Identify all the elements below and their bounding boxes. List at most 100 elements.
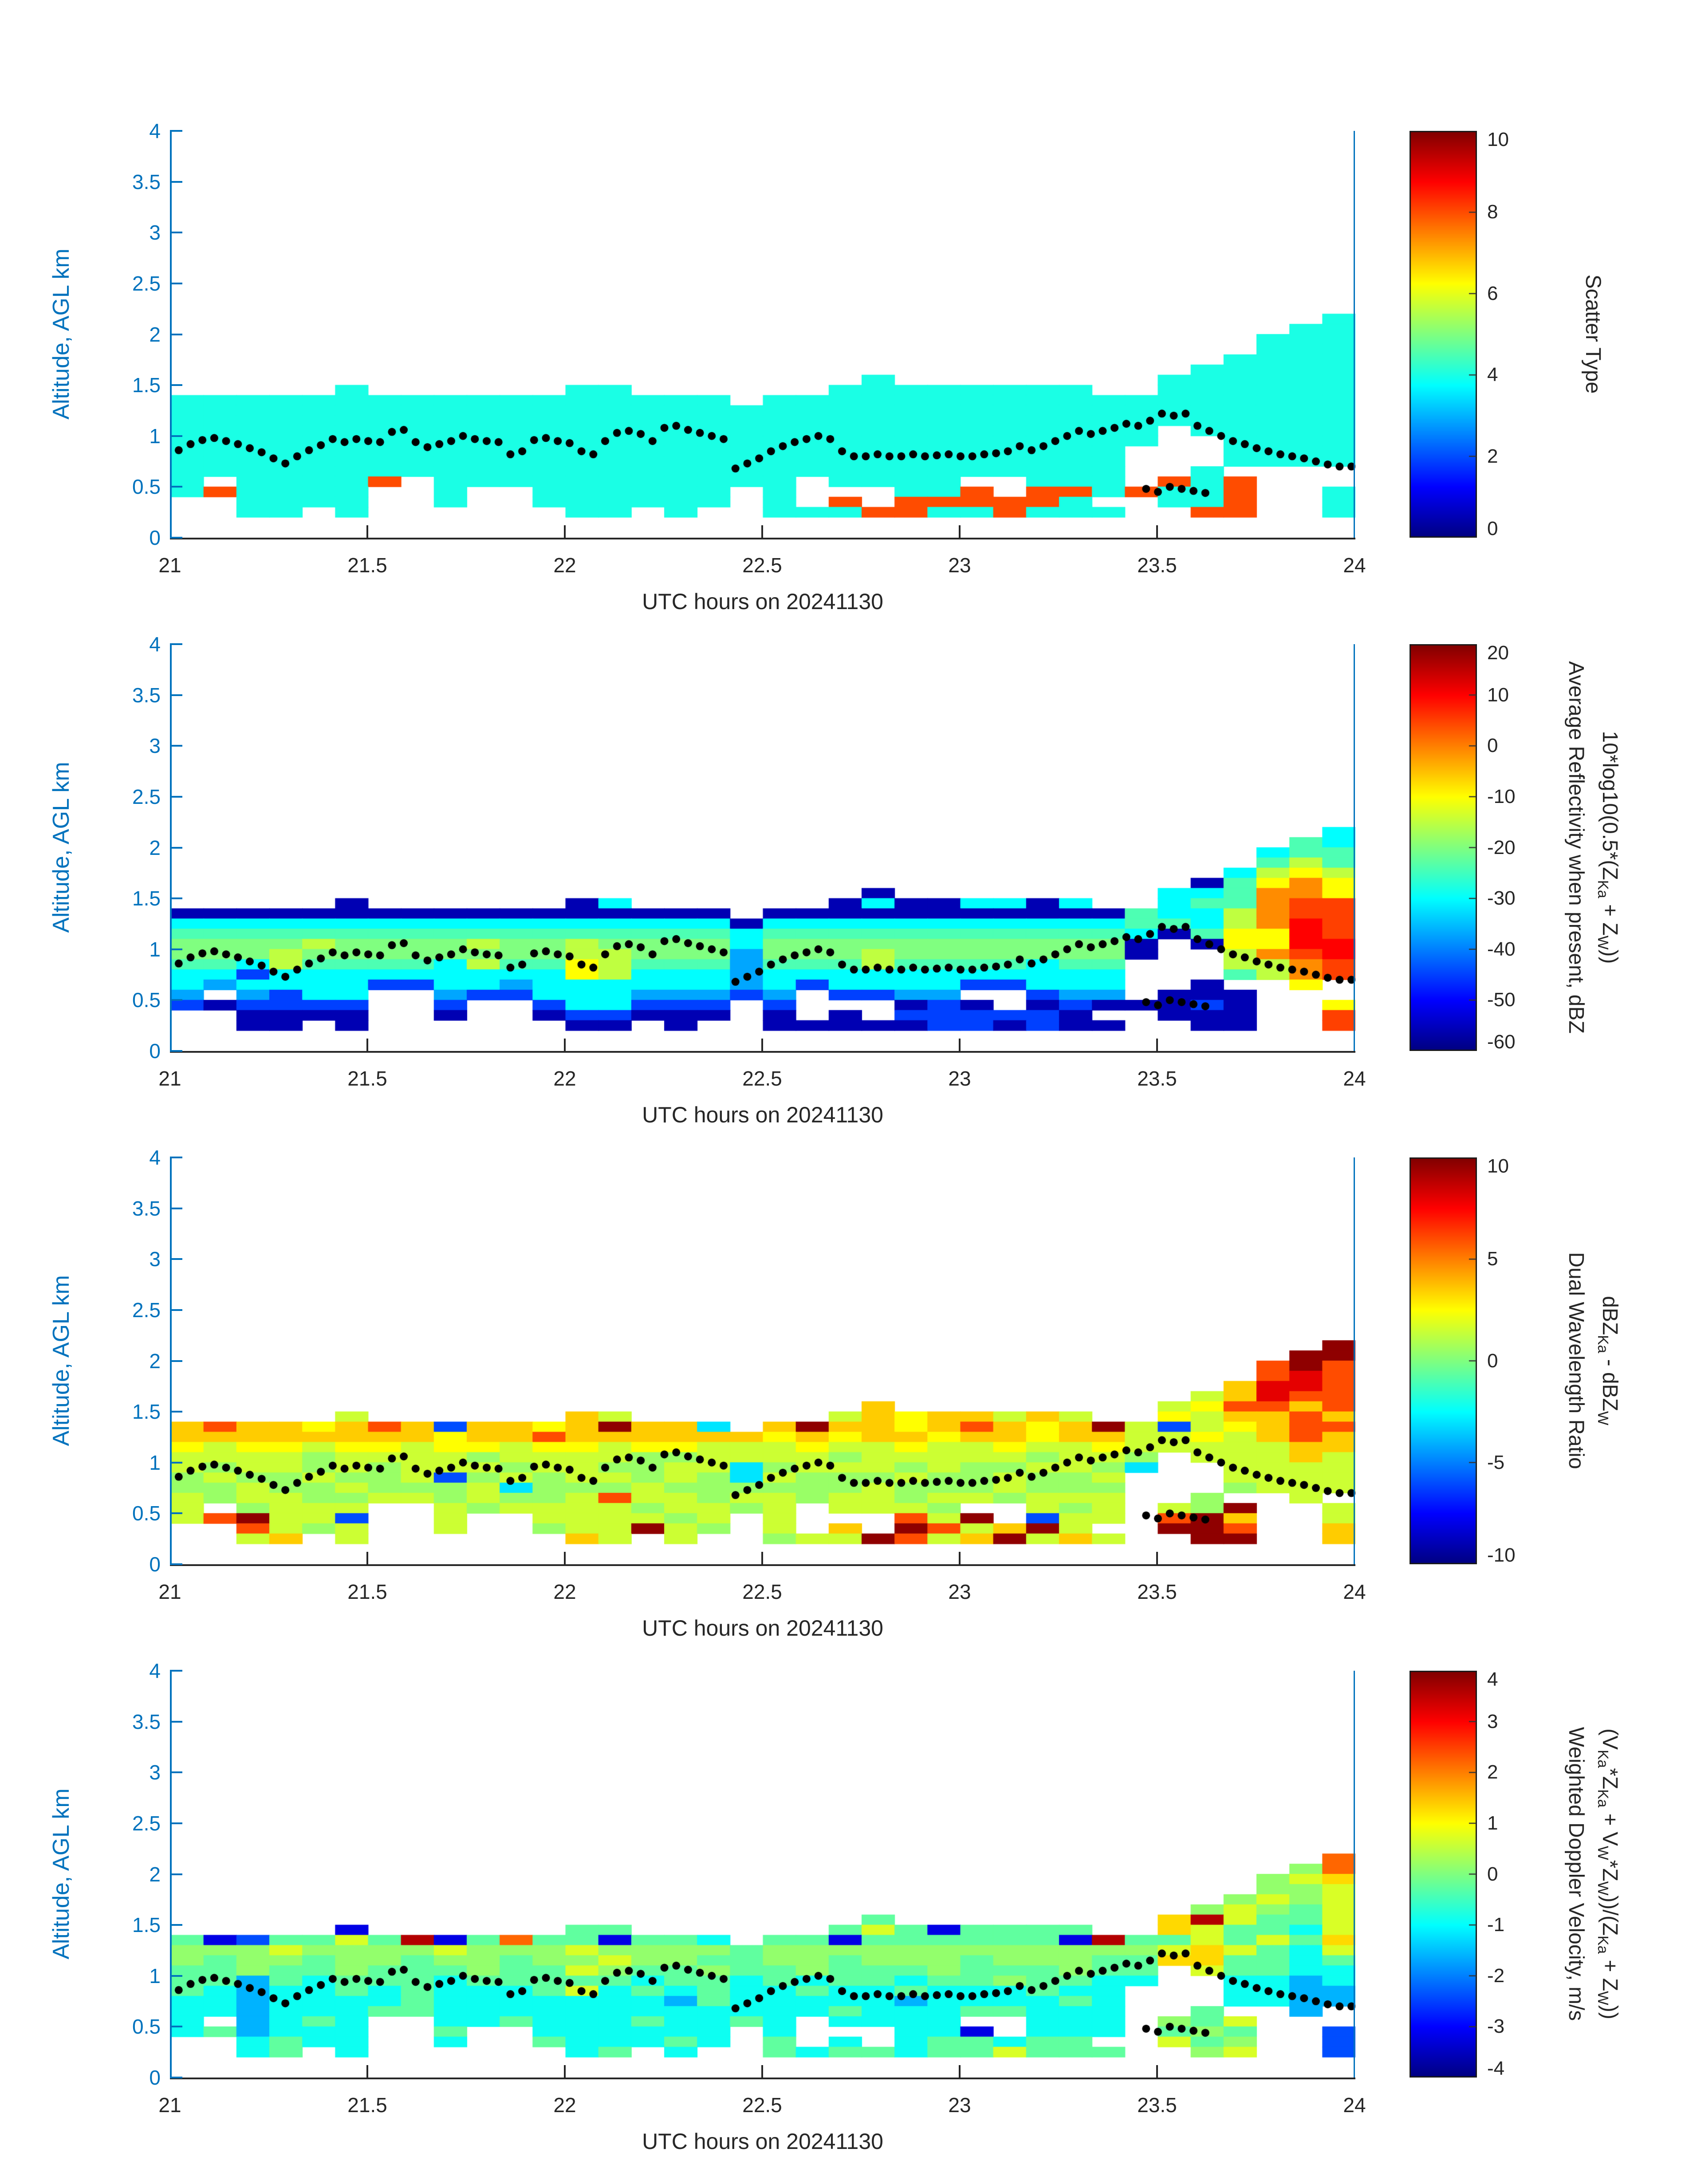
y-tick-label: 2 — [149, 1862, 161, 1886]
colorbar-tick-label: 3 — [1487, 1710, 1498, 1732]
x-tick-label: 23.5 — [1137, 554, 1177, 577]
x-tick-mark — [564, 2065, 566, 2078]
y-tick-label: 0 — [149, 1039, 161, 1062]
y-tick-mark — [170, 694, 182, 696]
y-tick-label: 4 — [149, 1659, 161, 1682]
y-tick-label: 1 — [149, 424, 161, 448]
colorbar-label-line: Dual Wavelength Ratio — [1564, 1252, 1588, 1469]
x-tick-label: 24 — [1343, 1580, 1366, 1603]
x-tick-label: 23 — [948, 554, 971, 577]
y-tick-label: 2 — [149, 836, 161, 859]
x-tick-mark — [1156, 2065, 1158, 2078]
x-tick-mark — [366, 525, 368, 538]
right-axis-line — [1354, 131, 1355, 538]
y-tick-mark — [170, 537, 182, 539]
x-tick-mark — [366, 1552, 368, 1564]
y-tick-label: 2 — [149, 323, 161, 346]
x-tick-mark — [761, 525, 763, 538]
x-tick-mark — [761, 1552, 763, 1564]
x-tick-mark — [366, 1039, 368, 1051]
x-tick-mark — [564, 1552, 566, 1564]
y-tick-mark — [170, 1512, 182, 1515]
y-tick-label: 2.5 — [132, 1811, 161, 1835]
panel-scatter-type: Altitude, AGL km 0 0.5 1 1.5 2 2.5 3 3.5 4 21 21.5… — [0, 119, 1697, 644]
x-axis-label: UTC hours on 20241130 — [642, 589, 883, 614]
x-tick-label: 23.5 — [1137, 1067, 1177, 1090]
colorbar-label: Dual Wavelength Ratio dBZKa - dBZW — [1563, 1252, 1623, 1469]
x-axis-label: UTC hours on 20241130 — [642, 1102, 883, 1127]
y-tick-label: 2.5 — [132, 272, 161, 295]
right-axis-line — [1354, 1157, 1355, 1564]
colorbar-tick-label: 2 — [1487, 1761, 1498, 1783]
y-tick-mark — [170, 384, 182, 386]
y-tick-mark — [170, 2026, 182, 2028]
y-tick-mark — [170, 1771, 182, 1774]
x-tick-mark — [761, 2065, 763, 2078]
colorbar-tick-label: 10 — [1487, 1155, 1509, 1177]
colorbar-label: Average Reflectivity when present, dBZ 10… — [1563, 661, 1623, 1034]
x-tick-label: 21 — [158, 1067, 181, 1090]
x-tick-label: 21 — [158, 554, 181, 577]
y-tick-mark — [170, 2077, 182, 2078]
y-tick-label: 0 — [149, 1553, 161, 1576]
colorbar-label-line: Average Reflectivity when present, dBZ — [1564, 661, 1588, 1034]
colorbar-tick-label: 10 — [1487, 129, 1509, 150]
x-tick-label: 21.5 — [347, 554, 387, 577]
y-tick-label: 0 — [149, 2066, 161, 2089]
y-tick-mark — [170, 1873, 182, 1875]
x-tick-mark — [366, 2065, 368, 2078]
colorbar-tick-label: 0 — [1487, 1350, 1498, 1372]
colorbar-label-line: 10*log10(0.5*(ZKa + ZW)) — [1595, 731, 1622, 964]
x-tick-label: 22 — [553, 554, 576, 577]
y-tick-mark — [170, 435, 182, 437]
x-axis-line — [170, 1051, 1355, 1053]
y-tick-label: 2.5 — [132, 785, 161, 808]
colorbar-tick-label: -4 — [1487, 2058, 1505, 2079]
y-axis-line — [170, 1157, 172, 1566]
y-tick-label: 3.5 — [132, 683, 161, 707]
x-tick-label: 24 — [1343, 1067, 1366, 1090]
y-tick-label: 3 — [149, 1247, 161, 1271]
x-tick-label: 23.5 — [1137, 2093, 1177, 2117]
y-tick-label: 3 — [149, 221, 161, 244]
colorbar-tick-label: -50 — [1487, 989, 1516, 1011]
right-axis-line — [1354, 1671, 1355, 2078]
y-tick-label: 4 — [149, 633, 161, 656]
colorbar-tick-label: 8 — [1487, 201, 1498, 223]
colorbar-tick-label: -20 — [1487, 836, 1516, 858]
y-tick-mark — [170, 333, 182, 335]
colorbar-tick-label: -2 — [1487, 1964, 1505, 1987]
y-tick-mark — [170, 1563, 182, 1565]
y-tick-label: 2.5 — [132, 1298, 161, 1322]
colorbar-label: Weighted Doppler Velocity, m/s (VKa*ZKa +… — [1563, 1727, 1623, 2021]
x-tick-label: 21 — [158, 2093, 181, 2117]
y-axis-line — [170, 644, 172, 1053]
colorbar-tick-label: 1 — [1487, 1812, 1498, 1834]
y-tick-mark — [170, 232, 182, 234]
colorbar-label: Scatter Type — [1579, 275, 1606, 394]
x-tick-mark — [959, 525, 961, 538]
y-tick-mark — [170, 897, 182, 900]
heatmap-dual-wavelength-ratio — [171, 1157, 1355, 1564]
x-tick-mark — [959, 1039, 961, 1051]
y-tick-mark — [170, 1258, 182, 1260]
y-tick-mark — [170, 1670, 182, 1672]
y-tick-mark — [170, 181, 182, 183]
x-tick-mark — [564, 1039, 566, 1051]
right-axis-line — [1354, 644, 1355, 1051]
x-tick-label: 24 — [1343, 554, 1366, 577]
y-tick-label: 3.5 — [132, 170, 161, 193]
y-axis-line — [170, 131, 172, 539]
x-tick-label: 22.5 — [742, 1580, 782, 1603]
y-tick-label: 3.5 — [132, 1710, 161, 1733]
heatmap-weighted-doppler-velocity — [171, 1671, 1355, 2078]
y-tick-label: 1 — [149, 1964, 161, 1987]
y-tick-label: 1.5 — [132, 1913, 161, 1937]
heatmap-scatter-type — [171, 131, 1355, 538]
y-tick-mark — [170, 999, 182, 1001]
x-tick-label: 24 — [1343, 2093, 1366, 2117]
y-tick-label: 3 — [149, 734, 161, 758]
y-tick-label: 0.5 — [132, 988, 161, 1012]
y-tick-mark — [170, 1360, 182, 1362]
y-tick-label: 0.5 — [132, 2015, 161, 2038]
